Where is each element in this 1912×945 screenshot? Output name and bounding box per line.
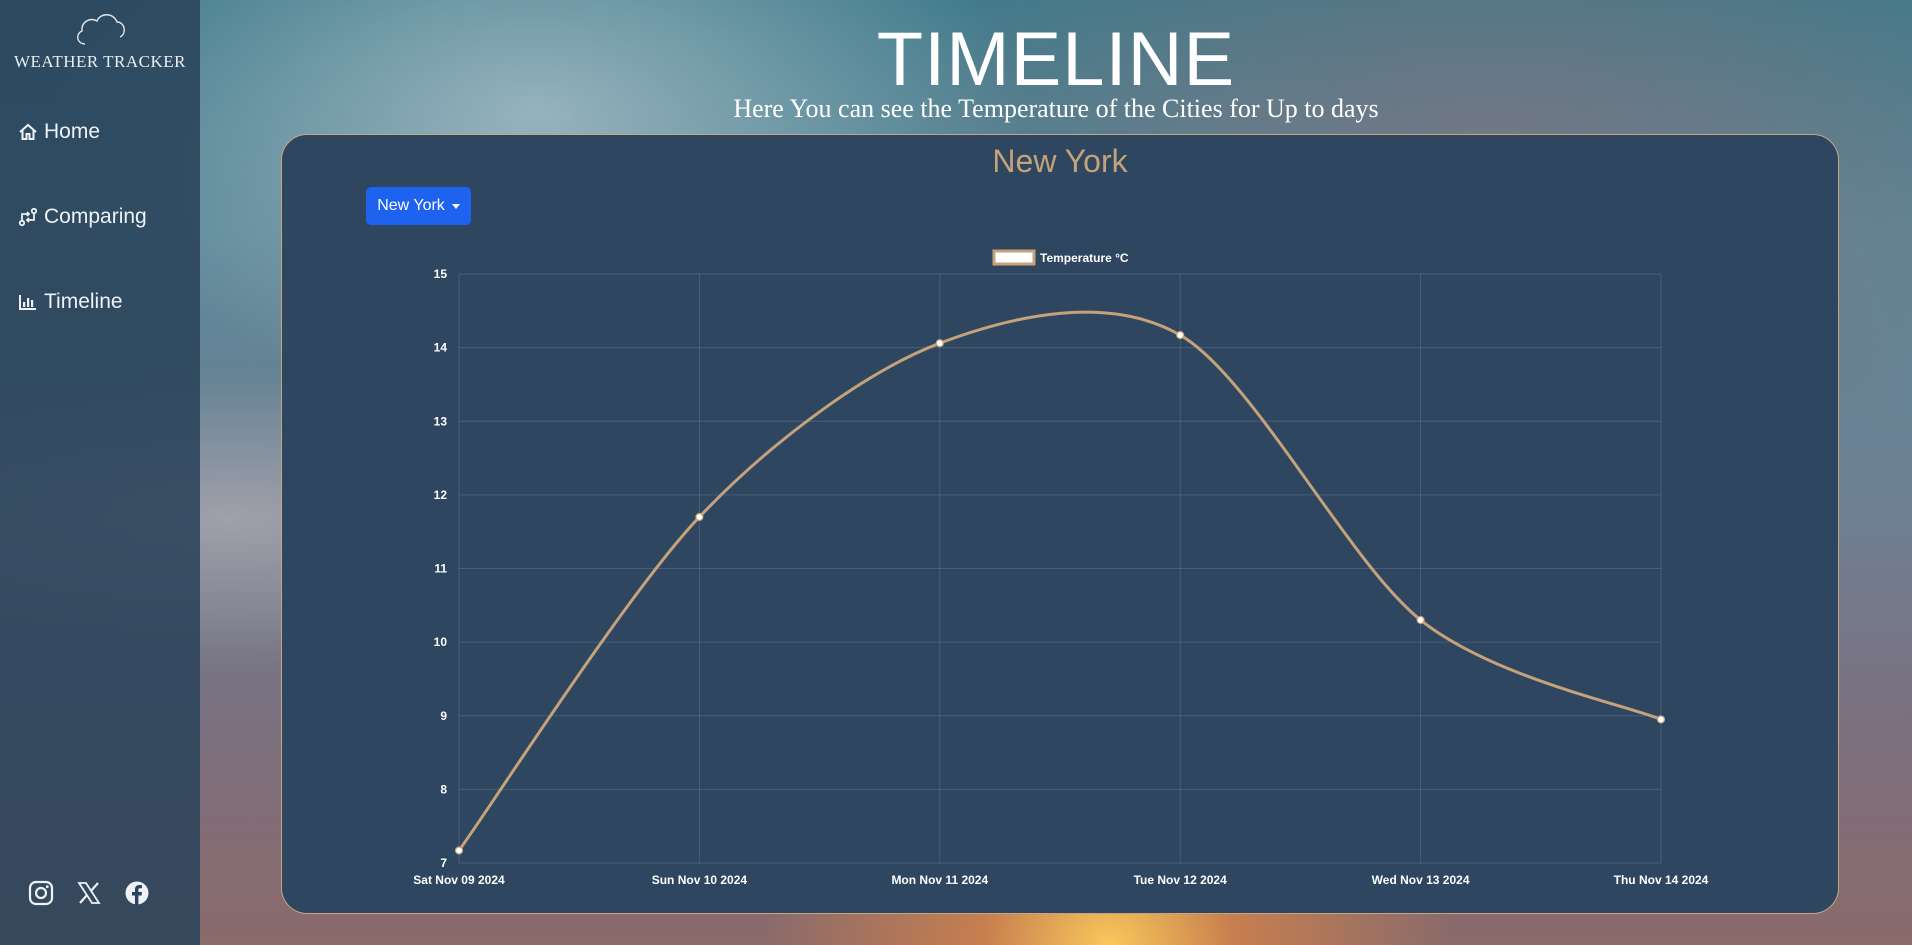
data-point bbox=[1656, 715, 1666, 724]
data-point bbox=[1176, 331, 1185, 340]
y-tick-label: 9 bbox=[440, 709, 447, 723]
y-tick-label: 13 bbox=[434, 414, 448, 428]
city-dropdown-button[interactable]: New York bbox=[366, 187, 471, 225]
legend-label: Temperature °C bbox=[1040, 251, 1129, 265]
nav-label-home: Home bbox=[44, 120, 101, 143]
y-tick-label: 15 bbox=[434, 267, 448, 281]
data-point bbox=[695, 512, 704, 522]
nav-label-comparing: Comparing bbox=[44, 205, 147, 228]
temperature-line-chart: 7 8 9 10 11 12 13 14 15 Sat Nov 09 2024 Sun Nov 10… bbox=[413, 249, 1709, 887]
cloud-icon bbox=[77, 14, 125, 45]
instagram-icon[interactable] bbox=[28, 880, 54, 906]
chart-icon bbox=[19, 295, 36, 310]
nav-label-timeline: Timeline bbox=[44, 290, 123, 313]
sidebar: WEATHER TRACKER Home Comparing Timeline bbox=[0, 0, 200, 945]
y-tick-label: 11 bbox=[434, 562, 447, 576]
data-point bbox=[935, 339, 944, 348]
facebook-icon[interactable] bbox=[124, 880, 150, 906]
y-tick-label: 10 bbox=[434, 635, 448, 649]
nav-item-comparing[interactable]: Comparing bbox=[18, 205, 147, 229]
logo[interactable]: WEATHER TRACKER bbox=[0, 10, 200, 72]
city-title: New York bbox=[992, 143, 1128, 179]
nav-item-home[interactable]: Home bbox=[18, 120, 100, 144]
x-tick-label: Mon Nov 11 2024 bbox=[891, 873, 988, 887]
data-point bbox=[1416, 615, 1425, 625]
x-tick-label: Sat Nov 09 2024 bbox=[413, 873, 505, 887]
x-tick-label: Tue Nov 12 2024 bbox=[1134, 873, 1227, 887]
nav-item-timeline[interactable]: Timeline bbox=[18, 290, 123, 314]
x-tick-label: Wed Nov 13 2024 bbox=[1372, 873, 1470, 887]
page-title: TIMELINE bbox=[876, 17, 1236, 102]
brand-name: WEATHER TRACKER bbox=[14, 52, 186, 71]
city-dropdown-label: New York bbox=[377, 197, 445, 214]
x-tick-label: Sun Nov 10 2024 bbox=[652, 873, 748, 887]
x-tick-label: Thu Nov 14 2024 bbox=[1614, 873, 1709, 887]
legend-swatch bbox=[992, 249, 1036, 266]
data-point bbox=[454, 846, 464, 855]
page-subtitle: Here You can see the Temperature of the … bbox=[733, 94, 1379, 123]
social-links bbox=[28, 880, 150, 906]
temperature-series-line bbox=[457, 310, 1662, 852]
y-tick-label: 8 bbox=[440, 782, 447, 796]
timeline-panel: New York New York 7 8 9 10 11 12 13 14 15 Sat Nov… bbox=[281, 134, 1839, 914]
x-icon[interactable] bbox=[76, 880, 102, 906]
y-tick-label: 7 bbox=[440, 856, 447, 870]
chevron-down-icon bbox=[451, 203, 460, 209]
y-tick-label: 12 bbox=[434, 488, 448, 502]
home-icon bbox=[19, 123, 37, 140]
compare-icon bbox=[18, 207, 38, 227]
y-tick-label: 14 bbox=[434, 341, 448, 355]
